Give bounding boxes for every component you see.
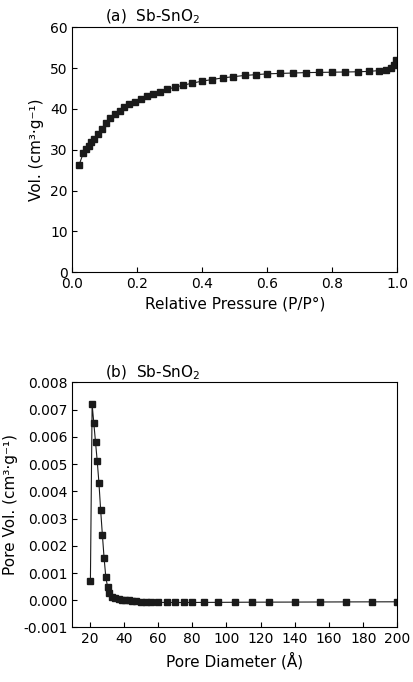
X-axis label: Pore Diameter (Å): Pore Diameter (Å): [166, 652, 303, 669]
Text: (b)  Sb-SnO$_2$: (b) Sb-SnO$_2$: [105, 364, 200, 382]
Text: (a)  Sb-SnO$_2$: (a) Sb-SnO$_2$: [105, 8, 199, 27]
Y-axis label: Vol. (cm³·g⁻¹): Vol. (cm³·g⁻¹): [29, 98, 44, 201]
Y-axis label: Pore Vol. (cm³·g⁻¹): Pore Vol. (cm³·g⁻¹): [2, 434, 18, 576]
X-axis label: Relative Pressure (P/P°): Relative Pressure (P/P°): [145, 297, 324, 312]
